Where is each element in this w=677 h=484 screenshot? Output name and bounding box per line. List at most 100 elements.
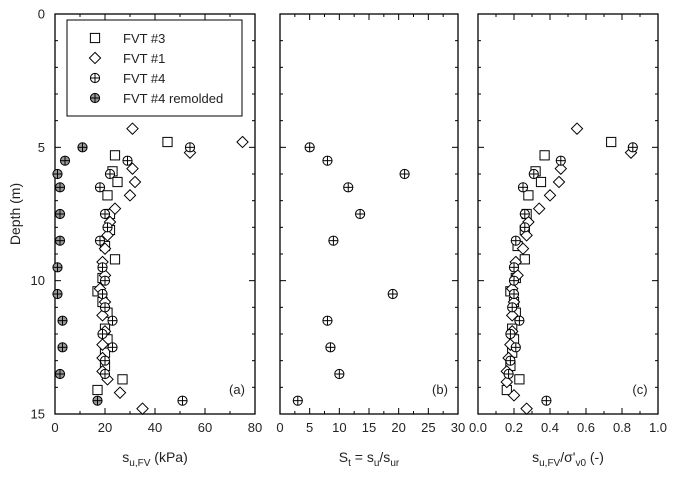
x-axis-label-part: v0 (575, 458, 586, 469)
data-point (543, 189, 557, 202)
x-axis-label-part: = s (351, 449, 374, 465)
x-tick-label: 10 (332, 420, 346, 435)
x-tick-label: 15 (362, 420, 376, 435)
x-tick-label: 80 (248, 420, 262, 435)
data-point (507, 389, 521, 402)
data-point (113, 386, 127, 399)
data-point (109, 254, 121, 265)
x-tick-label: 20 (391, 420, 405, 435)
data-point (54, 182, 66, 193)
legend-label: FVT #4 (123, 71, 165, 86)
legend: FVT #3 FVT #1 FVT #4 FVT #4 remolded (66, 19, 243, 117)
data-point (507, 302, 518, 313)
data-point (99, 355, 111, 366)
x-tick-label: 5 (306, 420, 313, 435)
data-point (104, 168, 116, 180)
panel-a: 0 20 40 60 80 (a) su,FV (kPa) (51, 13, 262, 469)
x-axis-label-part: s (122, 449, 129, 465)
y-axis-label: Depth (m) (7, 183, 23, 245)
data-point (500, 375, 514, 389)
y-tick-label: 0 (38, 7, 45, 22)
data-point (539, 150, 550, 161)
data-point (505, 355, 516, 366)
x-tick-label: 0.8 (613, 420, 631, 435)
data-point (57, 315, 68, 326)
x-axis-label-part: u,FV (129, 458, 150, 469)
data-point (117, 374, 128, 385)
panel-c-marks (500, 122, 638, 415)
data-point (555, 155, 566, 166)
x-tick-label: 0.4 (541, 420, 559, 435)
panel-frame (477, 13, 659, 415)
data-point (96, 309, 109, 322)
data-point (343, 182, 354, 193)
data-point (92, 395, 103, 406)
panel-tag: (b) (432, 382, 448, 397)
data-point (554, 162, 568, 175)
x-axis-label: St = su/sur (339, 449, 400, 469)
data-point (94, 235, 106, 246)
data-point (94, 182, 106, 193)
x-tick-label: 0.0 (469, 420, 487, 435)
data-point (541, 395, 552, 406)
data-point (109, 150, 121, 161)
panel-tag: (c) (632, 382, 647, 397)
data-point (508, 288, 520, 300)
data-point (304, 142, 315, 153)
x-tick-label: 0.2 (505, 420, 523, 435)
x-axis-label: su,FV/σ'v0 (-) (532, 449, 604, 469)
x-axis-label-part: s (532, 449, 539, 465)
data-point (503, 368, 514, 380)
y-tick-label: 10 (31, 273, 45, 288)
x-tick-label: 40 (148, 420, 162, 435)
data-point (126, 122, 139, 135)
data-point (128, 175, 142, 189)
data-point (399, 168, 410, 180)
data-point (627, 142, 638, 153)
data-point (519, 208, 530, 220)
data-point (520, 402, 533, 415)
legend-marker (89, 32, 101, 44)
data-point (108, 202, 122, 215)
data-point (322, 315, 333, 326)
data-point (101, 229, 114, 242)
data-point (552, 175, 566, 189)
data-point (52, 288, 63, 300)
data-point (528, 168, 539, 180)
panel-tag: (a) (229, 382, 245, 397)
panel-c: 0.0 0.2 0.4 0.6 0.8 1.0 (c) su,FV/σ'v0 (-) (469, 13, 667, 469)
panel-b: 0 5 10 15 20 25 30 (b) St = su/sur (276, 13, 465, 469)
x-axis-label-part: u (374, 458, 380, 469)
legend-marker (89, 92, 101, 104)
legend-marker (89, 72, 101, 84)
data-point (514, 315, 525, 326)
x-axis-label-part: (-) (586, 449, 604, 465)
data-point (510, 235, 521, 246)
data-point (508, 262, 520, 273)
data-point (517, 182, 529, 193)
data-point (570, 122, 584, 135)
data-point (519, 222, 530, 233)
data-point (322, 155, 333, 166)
data-point (77, 142, 88, 153)
x-axis-label-part: t (348, 458, 351, 469)
data-point (59, 155, 71, 166)
x-axis-label-part: /s (379, 449, 390, 465)
data-point (99, 302, 111, 313)
data-point (334, 368, 345, 380)
data-point (177, 395, 188, 406)
data-point (508, 275, 520, 286)
data-point (162, 136, 173, 148)
data-point (535, 176, 547, 188)
data-point (387, 288, 398, 300)
y-tick-label: 15 (31, 407, 45, 422)
x-tick-label: 0 (51, 420, 58, 435)
panel-a-marks (52, 122, 249, 415)
data-point (606, 136, 617, 148)
data-point (520, 229, 533, 242)
data-point (236, 135, 249, 149)
data-point (97, 262, 108, 273)
x-tick-label: 60 (198, 420, 212, 435)
